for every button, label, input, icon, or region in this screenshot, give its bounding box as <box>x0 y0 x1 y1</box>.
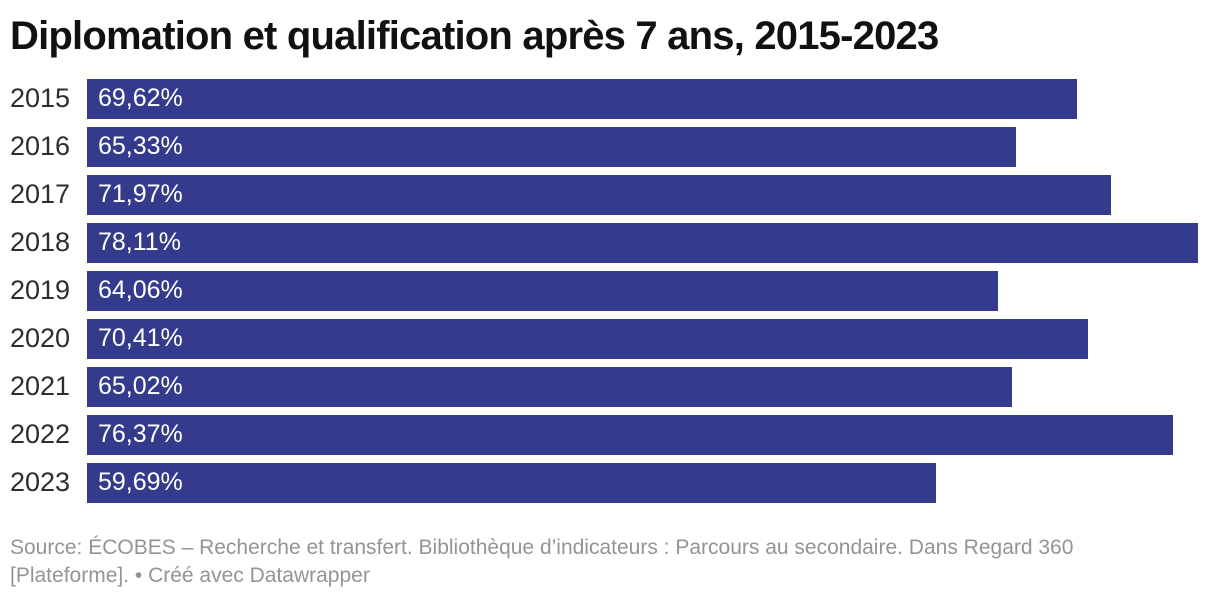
bar-value-label: 65,02% <box>98 372 183 401</box>
bar-value-label: 70,41% <box>98 324 183 353</box>
bar-value-label: 78,11% <box>98 228 181 257</box>
year-label: 2016 <box>10 131 71 162</box>
bar[interactable]: 76,37% <box>87 414 1174 455</box>
bar-track: 59,69% <box>87 462 1198 503</box>
bar-value-label: 65,33% <box>98 132 183 161</box>
chart-title: Diplomation et qualification après 7 ans… <box>10 14 939 58</box>
bar-value-label: 71,97% <box>98 180 183 209</box>
bar-row: 2016 65,33% <box>10 126 1210 167</box>
bar-row: 2020 70,41% <box>10 318 1210 359</box>
bar[interactable]: 69,62% <box>87 78 1078 119</box>
bar-row: 2018 78,11% <box>10 222 1210 263</box>
bar-track: 65,02% <box>87 366 1198 407</box>
bar-row: 2017 71,97% <box>10 174 1210 215</box>
source-note-line2: [Plateforme]. • Créé avec Datawrapper <box>10 563 370 587</box>
bar[interactable]: 59,69% <box>87 462 936 503</box>
bar-row: 2023 59,69% <box>10 462 1210 503</box>
year-label: 2020 <box>10 323 71 354</box>
year-label: 2021 <box>10 371 71 402</box>
bar-track: 76,37% <box>87 414 1198 455</box>
bar[interactable]: 64,06% <box>87 270 999 311</box>
year-label: 2017 <box>10 179 71 210</box>
bar-track: 69,62% <box>87 78 1198 119</box>
bar-value-label: 59,69% <box>98 468 183 497</box>
bar[interactable]: 65,33% <box>87 126 1017 167</box>
bar-value-label: 69,62% <box>98 84 183 113</box>
bar[interactable]: 78,11% <box>87 222 1198 263</box>
bar-row: 2019 64,06% <box>10 270 1210 311</box>
bar-track: 64,06% <box>87 270 1198 311</box>
bar-track: 70,41% <box>87 318 1198 359</box>
bar[interactable]: 70,41% <box>87 318 1089 359</box>
bar-row: 2022 76,37% <box>10 414 1210 455</box>
year-label: 2018 <box>10 227 71 258</box>
bar[interactable]: 71,97% <box>87 174 1111 215</box>
bar-value-label: 76,37% <box>98 420 183 449</box>
bar-track: 71,97% <box>87 174 1198 215</box>
year-label: 2019 <box>10 275 71 306</box>
bar-row: 2015 69,62% <box>10 78 1210 119</box>
year-label: 2022 <box>10 419 71 450</box>
bar-track: 78,11% <box>87 222 1198 263</box>
bar-value-label: 64,06% <box>98 276 183 305</box>
bar-track: 65,33% <box>87 126 1198 167</box>
source-note-line1: Source: ÉCOBES – Recherche et transfert.… <box>10 535 1074 559</box>
year-label: 2023 <box>10 467 71 498</box>
bar[interactable]: 65,02% <box>87 366 1012 407</box>
year-label: 2015 <box>10 83 71 114</box>
bar-row: 2021 65,02% <box>10 366 1210 407</box>
chart-footer: Source: ÉCOBES – Recherche et transfert.… <box>10 534 1210 589</box>
bar-chart: 2015 69,62% 2016 65,33% 2017 71,97% 2018… <box>10 78 1210 503</box>
